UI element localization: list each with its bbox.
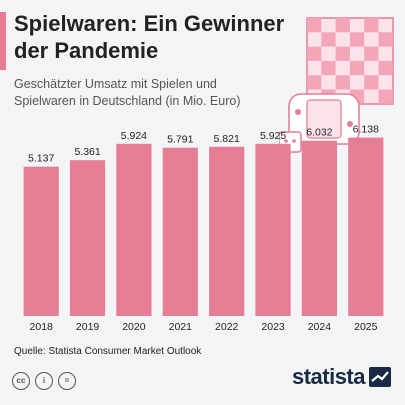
bar-2022 (209, 146, 245, 316)
x-tick-label-2023: 2023 (261, 321, 285, 333)
bar-2023 (255, 143, 291, 316)
toys-illustration-icon (279, 17, 394, 153)
value-label-2023: 5.925 (260, 130, 286, 142)
license-icons: cc i = (12, 372, 76, 390)
bar-2021 (162, 147, 198, 316)
x-tick-label-2021: 2021 (169, 321, 193, 333)
title-accent-bar (0, 12, 6, 70)
x-tick-label-2025: 2025 (354, 321, 378, 333)
value-label-2021: 5.791 (167, 134, 193, 146)
nd-icon[interactable]: = (58, 372, 76, 390)
chart-title: Spielwaren: Ein Gewinner der Pandemie (14, 11, 285, 63)
x-tick-label-2019: 2019 (76, 321, 100, 333)
bar-2024 (301, 140, 337, 316)
bar-chart: 5.137 2018 5.361 2019 5.924 2020 5.791 2021 5.82… (23, 124, 384, 333)
by-icon[interactable]: i (35, 372, 53, 390)
bar-2018 (23, 166, 59, 316)
value-label-2025: 6.138 (353, 124, 379, 136)
x-tick-label-2020: 2020 (122, 321, 146, 333)
x-tick-label-2022: 2022 (215, 321, 239, 333)
value-label-2024: 6.032 (306, 127, 332, 139)
chart-subtitle: Geschätzter Umsatz mit Spielen und Spiel… (14, 77, 241, 108)
statista-logo[interactable]: statista (292, 364, 391, 390)
value-label-2018: 5.137 (28, 153, 54, 165)
cc-icon[interactable]: cc (12, 372, 30, 390)
bar-2020 (116, 143, 152, 316)
statista-logo-icon (369, 367, 391, 387)
value-label-2019: 5.361 (74, 146, 100, 158)
value-label-2022: 5.821 (214, 133, 240, 145)
bar-2025 (348, 137, 384, 316)
source-note: Quelle: Statista Consumer Market Outlook (14, 346, 202, 357)
x-tick-label-2024: 2024 (308, 321, 332, 333)
brand-name: statista (291, 364, 366, 389)
value-label-2020: 5.924 (121, 130, 147, 142)
bar-2019 (69, 160, 106, 316)
x-tick-label-2018: 2018 (30, 321, 54, 333)
